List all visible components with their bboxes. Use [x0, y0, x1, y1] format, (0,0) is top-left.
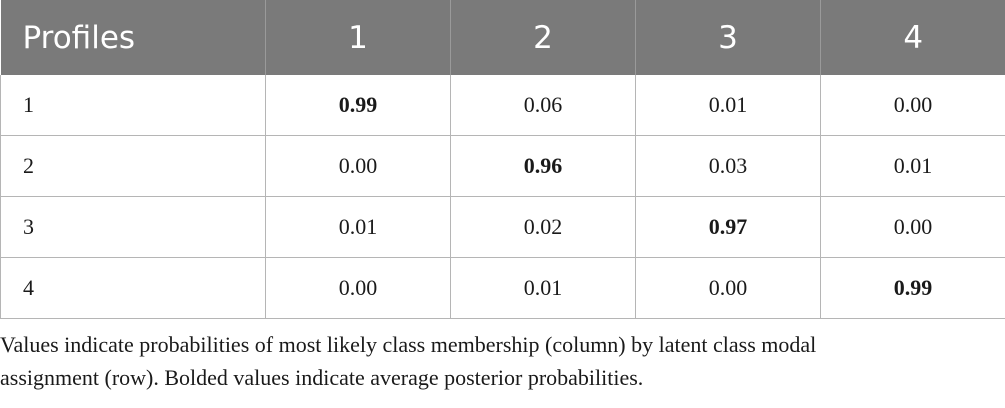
table-cell: 0.00	[635, 257, 821, 319]
table-cell: 0.01	[265, 196, 451, 258]
table-cell: 0.01	[635, 75, 821, 136]
table-cell: 0.00	[820, 75, 1005, 136]
row-label: 4	[0, 257, 266, 319]
table-cell: 0.00	[265, 257, 451, 319]
table-row: 1 0.99 0.06 0.01 0.00	[0, 75, 1005, 136]
table-cell: 0.00	[265, 135, 451, 197]
table-cell: 0.99	[265, 75, 451, 136]
probability-table: Profiles 1 2 3 4 1 0.99 0.06 0.01 0.00 2…	[0, 0, 1005, 319]
table-cell: 0.99	[820, 257, 1005, 319]
table-cell: 0.01	[820, 135, 1005, 197]
table-cell: 0.01	[450, 257, 636, 319]
table-cell: 0.02	[450, 196, 636, 258]
table-row: 4 0.00 0.01 0.00 0.99	[0, 257, 1005, 319]
footnote-line-2: assignment (row). Bolded values indicate…	[0, 365, 644, 390]
table-cell: 0.97	[635, 196, 821, 258]
header-class-4: 4	[820, 0, 1005, 75]
header-profiles: Profiles	[0, 0, 266, 75]
header-class-2: 2	[450, 0, 636, 75]
table-cell: 0.06	[450, 75, 636, 136]
table-footnote: Values indicate probabilities of most li…	[0, 328, 1005, 394]
header-class-3: 3	[635, 0, 821, 75]
table-row: 2 0.00 0.96 0.03 0.01	[0, 135, 1005, 197]
row-label: 1	[0, 75, 266, 136]
table-cell: 0.03	[635, 135, 821, 197]
footnote-line-1: Values indicate probabilities of most li…	[0, 332, 817, 357]
table-cell: 0.00	[820, 196, 1005, 258]
table-row: 3 0.01 0.02 0.97 0.00	[0, 196, 1005, 258]
header-class-1: 1	[265, 0, 451, 75]
row-label: 3	[0, 196, 266, 258]
table-header-row: Profiles 1 2 3 4	[0, 0, 1005, 75]
table-cell: 0.96	[450, 135, 636, 197]
row-label: 2	[0, 135, 266, 197]
probability-table-container: Profiles 1 2 3 4 1 0.99 0.06 0.01 0.00 2…	[0, 0, 1005, 319]
